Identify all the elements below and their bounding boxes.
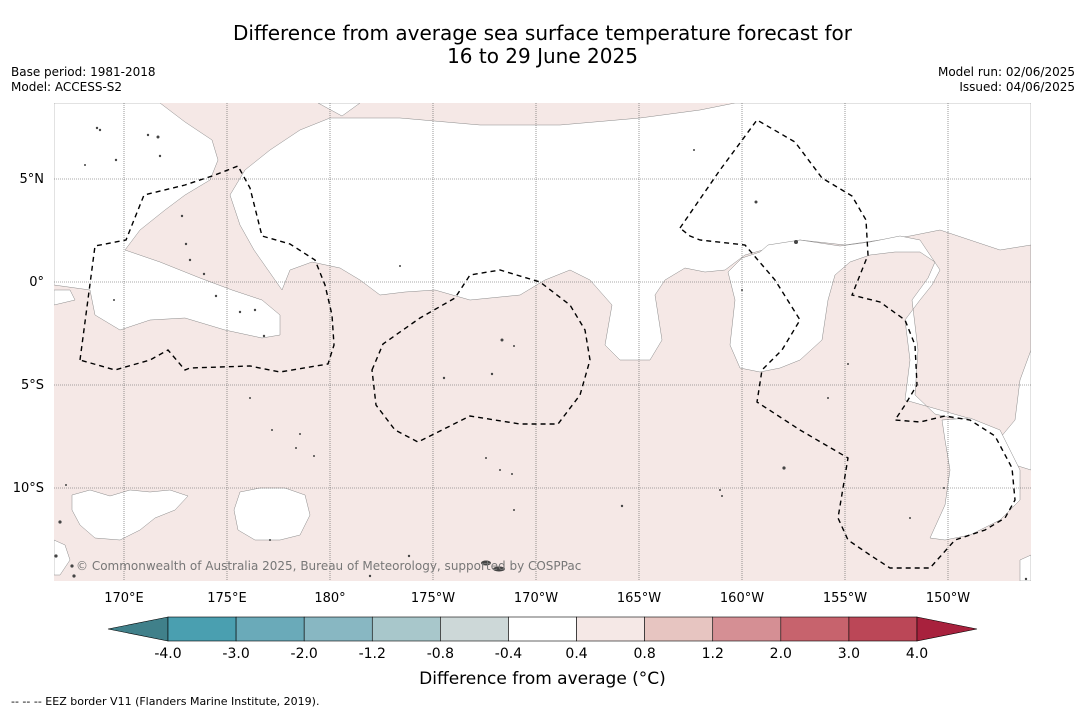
colorbar-segment [303,616,373,642]
colorbar-tick-label: 4.0 [906,646,928,662]
colorbar-tick-label: -4.0 [154,646,181,662]
colorbar-segment [780,616,850,642]
lon-label: 175°E [207,591,247,606]
lat-label: 0° [29,275,44,290]
chart-title: Difference from average sea surface temp… [0,22,1085,68]
metadata-right: Model run: 02/06/2025 Issued: 04/06/2025 [938,65,1075,95]
eez-borders [79,119,1016,569]
lat-label: 5°S [21,378,44,393]
islands [54,126,1028,581]
latitude-labels: 5°N 0° 5°S 10°S [13,172,44,496]
metadata-left: Base period: 1981-2018 Model: ACCESS-S2 [11,65,156,95]
lon-label: 170°E [104,591,144,606]
model-run-date: Model run: 02/06/2025 [937,65,1075,79]
colorbar-under-arrow [107,616,169,642]
lon-label: 180° [314,591,345,606]
lon-label: 175°W [411,591,455,606]
colorbar-segment [712,616,782,642]
colorbar-tick-label: 1.2 [702,646,724,662]
copyright-notice: © Commonwealth of Australia 2025, Bureau… [76,559,581,573]
map-area: © Commonwealth of Australia 2025, Bureau… [54,103,1031,581]
lon-label: 150°W [926,591,970,606]
model-name: Model: ACCESS-S2 [11,80,123,94]
issued-date: Issued: 04/06/2025 [959,80,1075,94]
colorbar-segment [644,616,714,642]
colorbar-segments [107,616,978,642]
colorbar-segment [371,616,441,642]
colorbar-ticks: -4.0 -3.0 -2.0 -1.2 -0.8 -0.4 0.4 0.8 1.2 2.0 3.0 4… [154,646,928,662]
colorbar-over-arrow [916,616,978,642]
colorbar-tick-label: -0.4 [495,646,522,662]
lon-label: 170°W [514,591,558,606]
colorbar-tick-label: -3.0 [222,646,249,662]
colorbar-tick-label: -0.8 [427,646,454,662]
colorbar-tick-label: 0.8 [634,646,656,662]
near-normal-regions [54,103,1031,581]
lat-label: 5°N [20,172,45,187]
colorbar-title: Difference from average (°C) [419,669,666,689]
colorbar-tick-label: 2.0 [770,646,792,662]
lon-label: 160°W [720,591,764,606]
eez-footnote: -- -- -- EEZ border V11 (Flanders Marine… [11,695,320,708]
graticule [54,103,1031,581]
lat-label: 10°S [13,481,44,496]
colorbar-segment [235,616,305,642]
colorbar-segment [848,616,918,642]
colorbar-segment [508,616,577,642]
base-period: Base period: 1981-2018 [11,65,156,79]
colorbar-tick-label: 3.0 [838,646,860,662]
colorbar-segment [440,616,509,642]
colorbar-tick-label: -1.2 [359,646,386,662]
lon-label: 165°W [617,591,661,606]
colorbar-tick-label: -2.0 [291,646,318,662]
colorbar-segment [576,616,645,642]
lon-label: 155°W [823,591,867,606]
longitude-labels: 170°E 175°E 180° 175°W 170°W 165°W 160°W… [104,591,970,606]
title-line-2: 16 to 29 June 2025 [447,44,638,68]
colorbar-tick-label: 0.4 [565,646,587,662]
title-line-1: Difference from average sea surface temp… [232,21,852,45]
colorbar-segment [167,616,237,642]
